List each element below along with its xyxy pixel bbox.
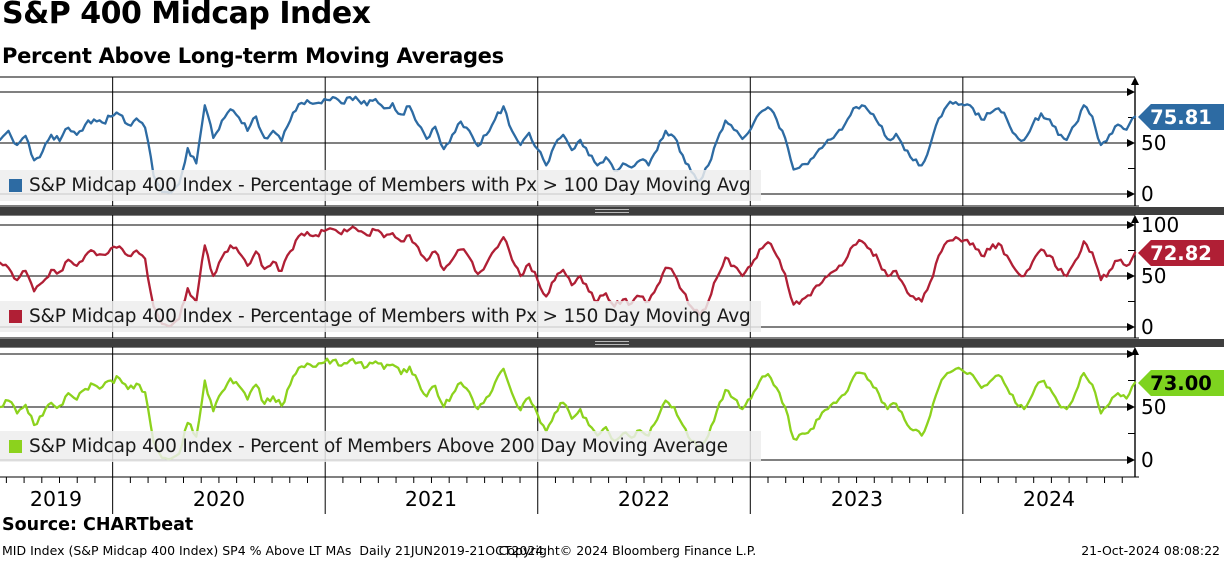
x-tick-label-2024: 2024 <box>1022 487 1076 511</box>
y-tick-label-p3-50: 50 <box>1141 395 1167 419</box>
y-tick-label-p2-0: 0 <box>1141 315 1154 339</box>
legend-swatch-200day-icon <box>9 440 22 453</box>
last-value-badge-100day: 75.81 <box>1138 104 1224 130</box>
legend-item-100day[interactable]: S&P Midcap 400 Index - Percentage of Mem… <box>0 170 761 201</box>
x-tick-label-2020: 2020 <box>192 487 246 511</box>
legend-swatch-150day-icon <box>9 310 22 323</box>
divider-handle-icon <box>595 340 629 346</box>
x-tick-label-2023: 2023 <box>830 487 884 511</box>
y-tick-label-p2-100: 100 <box>1141 213 1180 237</box>
chart-subtitle: Percent Above Long-term Moving Averages <box>2 44 504 68</box>
legend-item-150day[interactable]: S&P Midcap 400 Index - Percentage of Mem… <box>0 301 761 332</box>
source-label: Source: CHARTbeat <box>2 515 194 535</box>
legend-swatch-100day-icon <box>9 179 22 192</box>
chart-title: S&P 400 Midcap Index <box>2 0 371 31</box>
legend-label-200day: S&P Midcap 400 Index - Percent of Member… <box>29 436 728 457</box>
legend-item-200day[interactable]: S&P Midcap 400 Index - Percent of Member… <box>0 431 761 462</box>
y-tick-label-p2-50: 50 <box>1141 264 1167 288</box>
y-tick-label-p3-0: 0 <box>1141 448 1154 472</box>
y-tick-label-p1-50: 50 <box>1141 131 1167 155</box>
divider-handle-icon <box>595 208 629 214</box>
timestamp-label: 21-Oct-2024 08:08:22 <box>1081 543 1220 558</box>
x-tick-label-2022: 2022 <box>617 487 671 511</box>
panel-divider-2[interactable] <box>0 339 1224 347</box>
panel-divider-1[interactable] <box>0 207 1224 215</box>
chart-description: MID Index (S&P Midcap 400 Index) SP4 % A… <box>2 543 544 558</box>
x-tick-label-2019: 2019 <box>29 487 83 511</box>
legend-label-150day: S&P Midcap 400 Index - Percentage of Mem… <box>29 306 751 327</box>
copyright-label: Copyright© 2024 Bloomberg Finance L.P. <box>498 543 757 558</box>
x-tick-label-2021: 2021 <box>404 487 458 511</box>
y-tick-label-p1-0: 0 <box>1141 182 1154 206</box>
legend-label-100day: S&P Midcap 400 Index - Percentage of Mem… <box>29 175 751 196</box>
last-value-badge-150day: 72.82 <box>1138 240 1224 266</box>
last-value-badge-200day: 73.00 <box>1138 370 1224 396</box>
